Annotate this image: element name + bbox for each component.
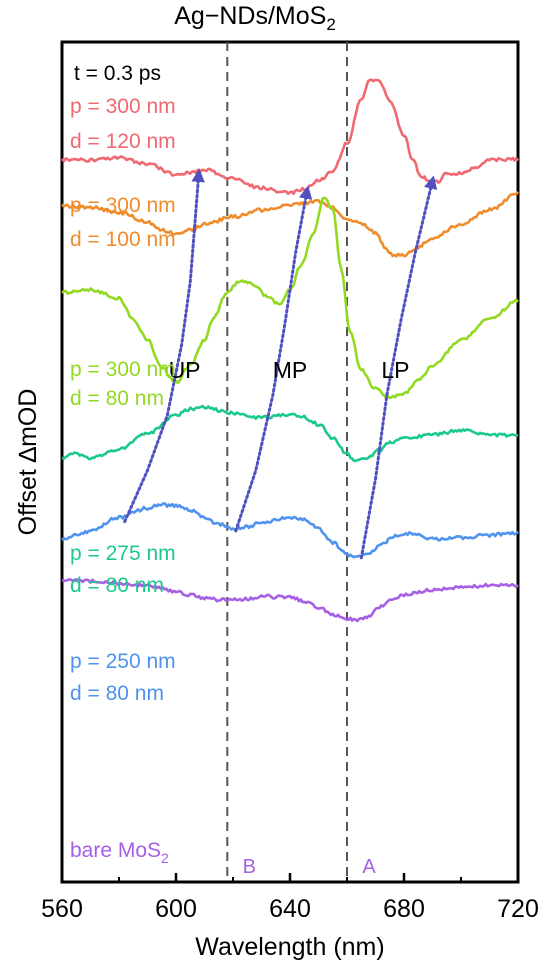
series-line-1: [60, 78, 520, 196]
series-line-4: [61, 404, 519, 463]
series-label-d-3: d = 80 nm: [70, 387, 164, 410]
series-label-p-4: p = 275 nm: [70, 542, 176, 565]
series-line-2: [61, 191, 520, 258]
branch-label-UP: UP: [169, 357, 201, 383]
series-label-p-6: bare MoS2: [70, 839, 169, 866]
series-label-p-1: p = 300 nm: [70, 95, 176, 118]
x-axis-title: Wavelength (nm): [195, 933, 384, 961]
series-label-p-5: p = 250 nm: [70, 650, 176, 673]
x-tick-label-640: 640: [269, 895, 311, 923]
x-tick-label-720: 720: [497, 895, 539, 923]
series-label-d-1: d = 120 nm: [70, 130, 176, 153]
x-tick-label-560: 560: [41, 895, 83, 923]
series-label-d-5: d = 80 nm: [70, 682, 164, 705]
time-label: t = 0.3 ps: [74, 62, 161, 85]
series-label-d-2: d = 100 nm: [70, 228, 176, 251]
branch-arrow-UP: [123, 168, 205, 524]
plot-frame: [60, 40, 520, 884]
series-label-p-3: p = 300 nm: [70, 358, 176, 381]
x-tick-label-680: 680: [383, 895, 425, 923]
y-axis-title: Offset ∆mOD: [14, 389, 42, 536]
peak-label-B: B: [243, 856, 256, 878]
series-line-6: [61, 578, 519, 623]
x-tick-label-600: 600: [155, 895, 197, 923]
branch-arrow-LP: [359, 175, 438, 560]
chart-title: Ag−NDs/MoS2: [174, 2, 336, 34]
peak-label-A: A: [362, 856, 376, 878]
branch-label-MP: MP: [273, 357, 308, 383]
series-label-p-2: p = 300 nm: [70, 194, 176, 217]
branch-label-LP: LP: [381, 357, 409, 383]
series-label-d-4: d = 80 nm: [70, 574, 164, 597]
series-line-5: [61, 502, 519, 559]
branch-arrow-MP: [234, 185, 313, 533]
